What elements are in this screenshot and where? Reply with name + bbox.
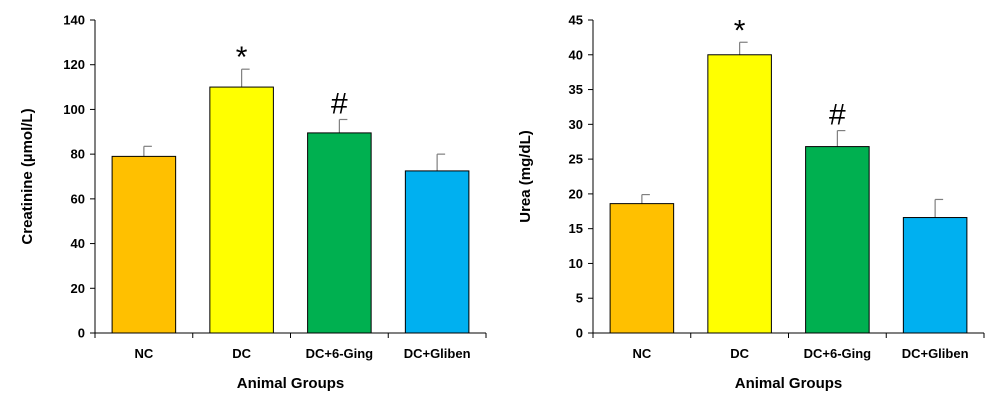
x-axis-title: Animal Groups: [237, 375, 345, 392]
significance-marker: #: [331, 87, 348, 120]
x-category-label: DC+6-Ging: [804, 346, 872, 361]
x-category-label: DC: [232, 346, 251, 361]
y-tick-label: 25: [569, 152, 583, 167]
y-tick-label: 20: [569, 186, 583, 201]
bar: [404, 170, 470, 334]
creatinine-chart: 0 20 40 60 80 100 120 140 NC * DC # DC+6-Ging DC+Glib…: [19, 13, 487, 392]
x-category-label: DC: [730, 346, 749, 361]
y-axis-title: Creatinine (µmol/L): [19, 108, 36, 244]
bar: [209, 86, 274, 334]
y-tick-label: 100: [63, 102, 85, 117]
y-tick-label: 40: [569, 47, 583, 62]
y-tick-label: 35: [569, 82, 583, 97]
y-tick-label: 45: [569, 13, 583, 28]
x-category-label: NC: [134, 346, 153, 361]
bar: [902, 217, 968, 334]
bar: [111, 155, 177, 334]
bar: [707, 54, 772, 334]
significance-marker: *: [734, 14, 746, 47]
y-tick-label: 60: [71, 191, 85, 206]
bar: [307, 132, 372, 334]
y-tick-label: 40: [71, 236, 85, 251]
y-tick-label: 0: [78, 326, 85, 341]
x-category-label: DC+6-Ging: [306, 346, 374, 361]
x-category-label: NC: [632, 346, 651, 361]
x-axis-title: Animal Groups: [735, 375, 843, 392]
y-tick-label: 10: [569, 256, 583, 271]
y-tick-label: 0: [576, 326, 583, 341]
y-tick-label: 140: [63, 13, 85, 28]
x-category-label: DC+Gliben: [902, 346, 969, 361]
significance-marker: *: [236, 41, 248, 74]
urea-chart: 0 5 10 15 20 25 30 35 40 45 NC * DC # DC+6-Ging DC+Glib…: [517, 13, 985, 392]
y-tick-label: 80: [71, 147, 85, 162]
y-tick-label: 30: [569, 117, 583, 132]
y-tick-label: 20: [71, 281, 85, 296]
y-tick-label: 5: [576, 291, 583, 306]
x-category-label: DC+Gliben: [404, 346, 471, 361]
bar: [805, 146, 870, 334]
y-tick-label: 15: [569, 221, 583, 236]
y-axis-title: Urea (mg/dL): [517, 130, 534, 223]
significance-marker: #: [829, 99, 846, 132]
bar: [609, 203, 675, 334]
y-tick-label: 120: [63, 57, 85, 72]
